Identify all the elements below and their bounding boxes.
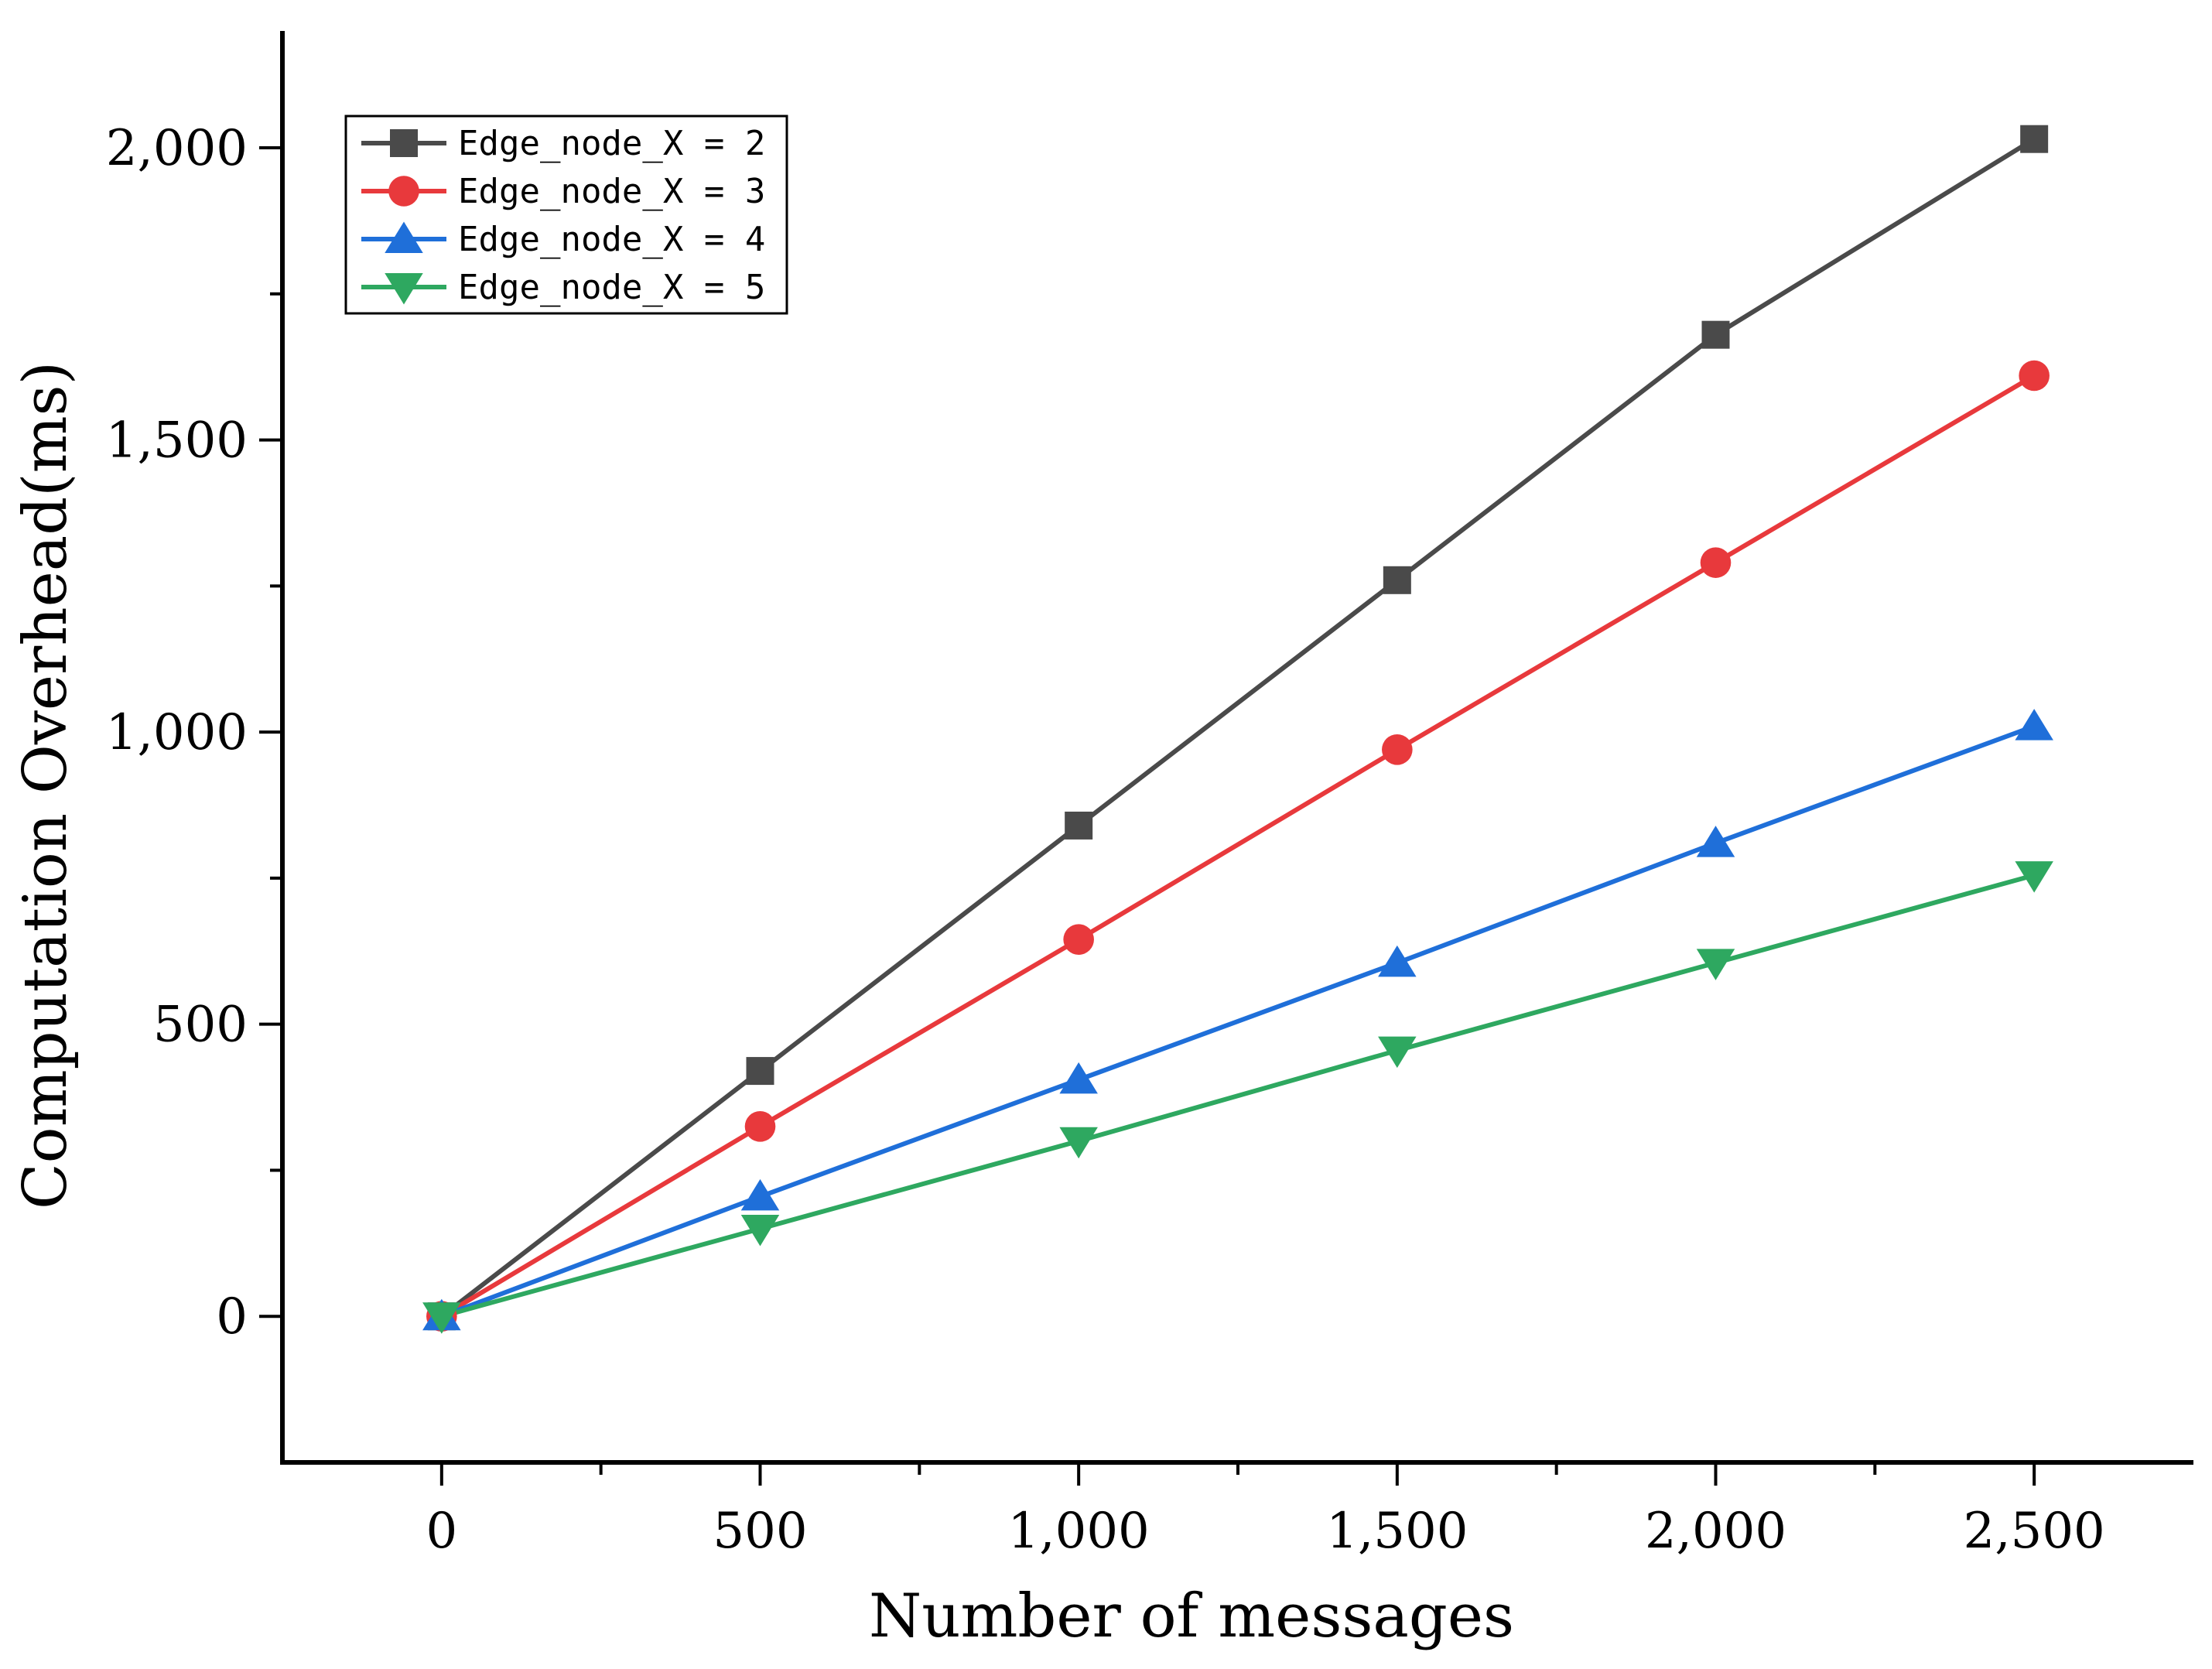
data-point-2: [2019, 360, 2050, 392]
data-point-3: [1059, 1062, 1098, 1094]
legend-label: Edge_node_X = 4: [458, 220, 765, 259]
axis-ticks: [259, 146, 2036, 1486]
legend-marker: [388, 176, 419, 207]
data-point-2: [1382, 734, 1413, 765]
plot-markers: [422, 125, 2053, 1334]
data-point-1: [2020, 125, 2049, 153]
data-point-1: [746, 1057, 774, 1086]
x-tick-label: 2,000: [1645, 1503, 1786, 1560]
y-tick-label: 1,500: [106, 412, 248, 470]
x-axis-title: Number of messages: [869, 1582, 1514, 1651]
series-line-2: [440, 373, 2036, 1318]
legend-marker: [385, 221, 423, 253]
data-point-1: [1065, 811, 1093, 840]
data-point-4: [1059, 1127, 1098, 1159]
data-point-2: [1063, 924, 1094, 955]
x-tick-label: 2,500: [1964, 1503, 2105, 1560]
legend-box: [344, 115, 788, 315]
y-tick-label: 2,000: [106, 120, 248, 177]
x-tick-label: 500: [713, 1503, 807, 1560]
data-point-4: [1378, 1036, 1417, 1069]
data-point-4: [422, 1302, 461, 1334]
data-point-1: [1701, 320, 1730, 349]
series-line-3: [440, 723, 2036, 1319]
data-point-3: [1378, 945, 1417, 977]
legend-marker: [390, 129, 418, 157]
data-point-2: [1700, 547, 1732, 578]
data-point-2: [744, 1111, 776, 1142]
data-point-4: [740, 1214, 780, 1247]
x-tick-label: 1,000: [1008, 1503, 1150, 1560]
legend-label: Edge_node_X = 5: [458, 268, 765, 307]
y-tick-label: 1,000: [106, 704, 248, 761]
data-point-3: [2015, 709, 2053, 740]
legend-label: Edge_node_X = 3: [458, 172, 765, 211]
series-line-4: [441, 873, 2035, 1319]
series-line-1: [440, 137, 2036, 1318]
legend-label: Edge_node_X = 2: [458, 124, 765, 163]
data-point-1: [1383, 566, 1411, 594]
x-tick-label: 0: [426, 1503, 457, 1560]
data-point-3: [1696, 826, 1735, 857]
y-axis-title: Computation Overhead(ms): [11, 361, 80, 1209]
data-point-4: [2015, 861, 2053, 893]
y-tick-label: 0: [216, 1288, 248, 1346]
plot-lines: [440, 137, 2036, 1319]
data-point-3: [740, 1178, 780, 1211]
legend-marker: [385, 273, 423, 305]
y-tick-label: 500: [153, 997, 248, 1054]
x-tick-label: 1,500: [1326, 1503, 1468, 1560]
legend: Edge_node_X = 2 Edge_node_X = 3 Edge_node_…: [344, 115, 788, 315]
data-point-4: [1696, 949, 1735, 980]
tick-labels: 0 500 1,000 1,500 2,000 2,500 0 500 1,000 1,500 2,…: [106, 120, 2105, 1560]
